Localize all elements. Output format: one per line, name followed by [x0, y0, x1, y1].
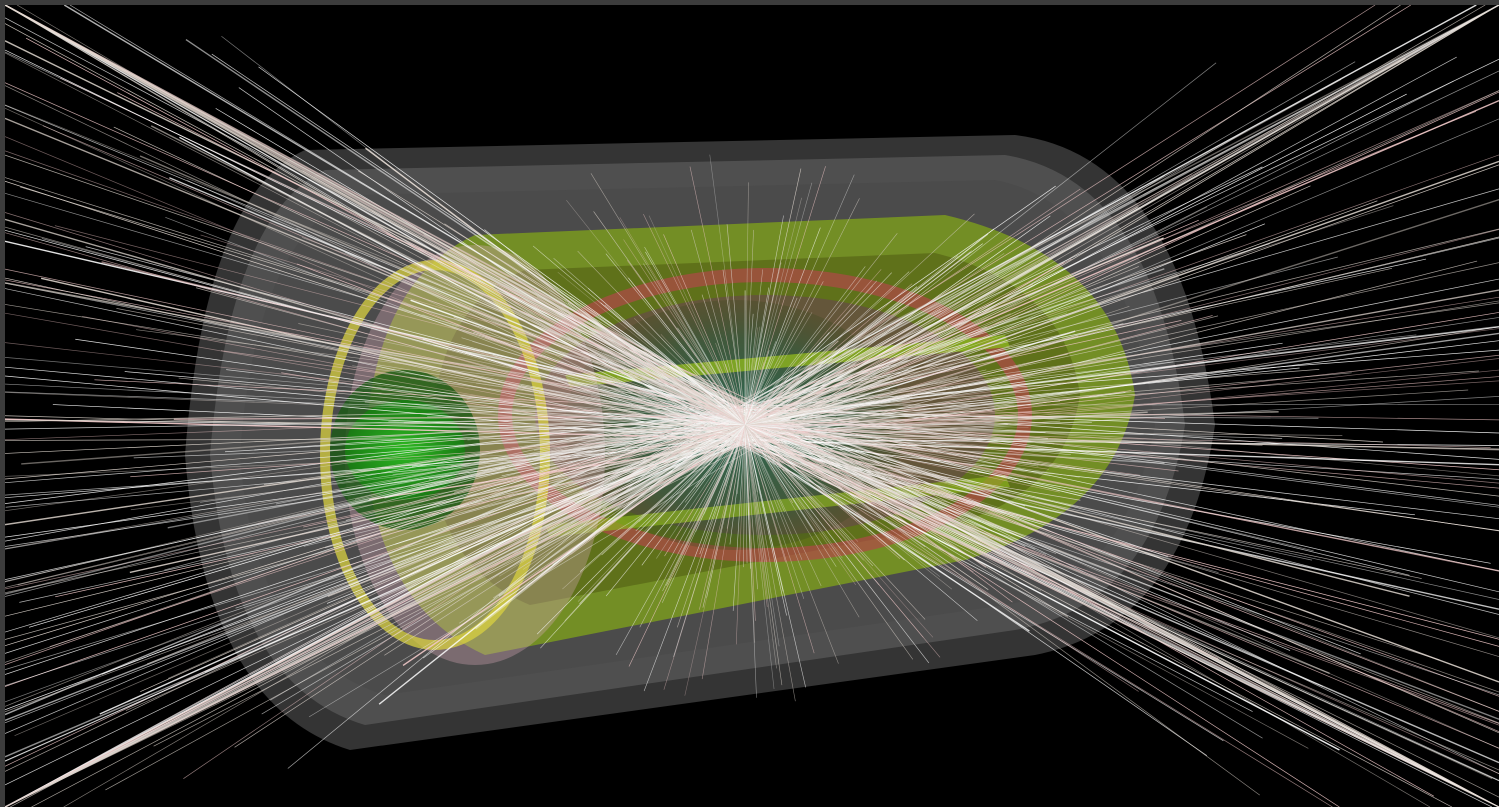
detector-scene[interactable] — [5, 5, 1499, 807]
particle-tracks — [5, 5, 1499, 807]
